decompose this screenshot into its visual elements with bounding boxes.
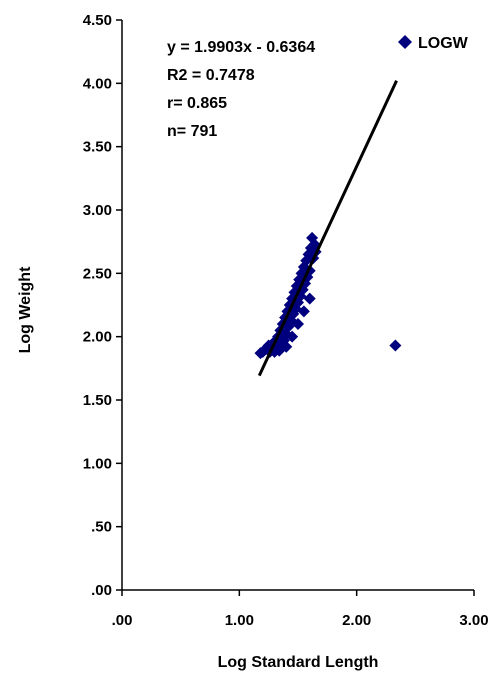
data-point — [300, 254, 313, 267]
y-tick-label: 2.00 — [83, 329, 112, 346]
annotation-block: y = 1.9903x - 0.6364 R2 = 0.7478 r= 0.86… — [167, 39, 315, 140]
y-tick-label: 1.00 — [83, 455, 112, 472]
y-axis: .00 .50 1.00 1.50 2.00 2.50 3.00 3.50 4.00 4.50 — [83, 12, 123, 599]
y-tick-label: .50 — [91, 519, 112, 536]
y-tick-label: 3.00 — [83, 202, 112, 219]
trendline-group — [257, 80, 398, 377]
data-point — [297, 305, 310, 318]
data-point — [292, 318, 304, 330]
y-tick-label: 1.50 — [83, 392, 112, 409]
y-axis-label: Log Weight — [17, 266, 34, 353]
r-label: r= 0.865 — [167, 95, 227, 112]
x-tick-label: 1.00 — [225, 612, 254, 629]
trendline — [257, 80, 398, 377]
legend-label: LOGW — [418, 35, 469, 52]
equation-label: y = 1.9903x - 0.6364 — [167, 39, 315, 56]
legend-marker-icon — [398, 35, 412, 49]
y-tick-label: 4.00 — [83, 75, 112, 92]
n-label: n= 791 — [167, 123, 217, 140]
x-tick-label: 3.00 — [459, 612, 488, 629]
y-tick-label: .00 — [91, 582, 112, 599]
r2-label: R2 = 0.7478 — [167, 67, 255, 84]
data-point — [303, 292, 316, 305]
legend: LOGW — [398, 35, 469, 52]
data-point — [389, 339, 402, 352]
y-tick-label: 4.50 — [83, 12, 112, 29]
x-axis-label: Log Standard Length — [218, 654, 379, 671]
y-tick-label: 2.50 — [83, 265, 112, 282]
x-axis: .00 1.00 2.00 3.00 — [112, 589, 489, 629]
x-tick-label: 2.00 — [342, 612, 371, 629]
data-point — [274, 343, 287, 356]
y-tick-label: 3.50 — [83, 139, 112, 156]
x-tick-label: .00 — [112, 612, 133, 629]
data-point — [286, 330, 299, 343]
